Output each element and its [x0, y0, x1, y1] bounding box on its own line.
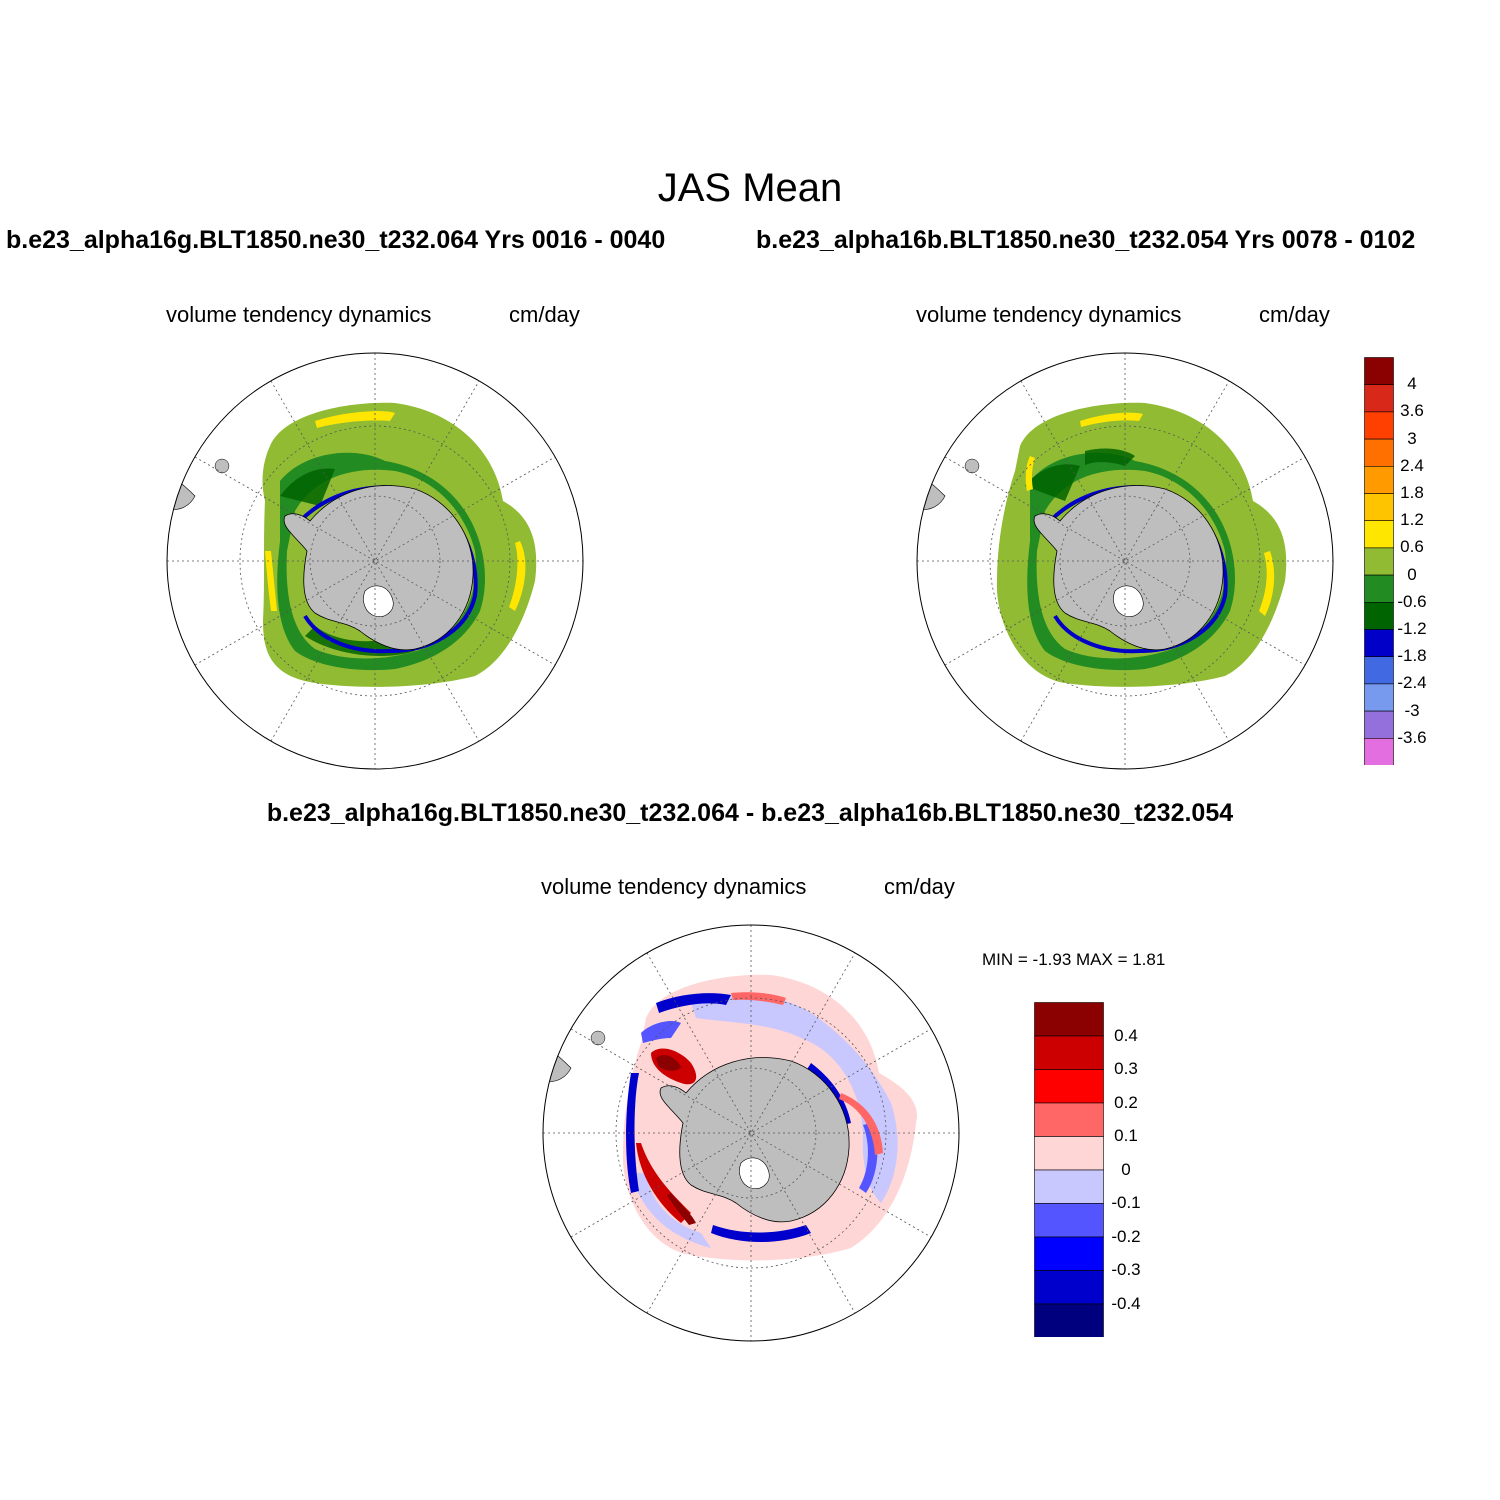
- diff-colorbar-swatch: [1034, 1002, 1104, 1037]
- right-map-border: [916, 352, 1334, 770]
- diff-colorbar-tick-label: 0.2: [1114, 1092, 1138, 1112]
- main-colorbar-swatch: [1364, 438, 1394, 467]
- diff-minmax-label: MIN = -1.93 MAX = 1.81: [982, 950, 1166, 969]
- diff-colorbar-tick-label: -0.4: [1111, 1293, 1141, 1313]
- main-colorbar-swatch: [1364, 737, 1394, 765]
- main-colorbar-tick-label: -1.2: [1397, 619, 1427, 638]
- diff-units-label: cm/day: [884, 874, 955, 899]
- main-colorbar-swatch: [1364, 384, 1394, 413]
- right-positive-band-1: [1080, 412, 1143, 427]
- main-colorbar-swatch: [1364, 411, 1394, 440]
- left-gridlines: [167, 353, 583, 769]
- diff-colorbar-tick-label: 0.4: [1114, 1025, 1138, 1045]
- main-colorbar-tick-label: 3: [1407, 428, 1417, 448]
- main-colorbar-swatch: [1364, 656, 1394, 685]
- right-gridlines: [917, 353, 1333, 769]
- diff-colorbar-tick-label: -0.1: [1111, 1193, 1141, 1212]
- diff-map-border: [542, 924, 960, 1342]
- main-colorbar-tick-label: -3.6: [1397, 727, 1427, 747]
- main-colorbar: [1364, 357, 1394, 765]
- diff-colorbar-swatch: [1034, 1169, 1104, 1204]
- left-units-label: cm/day: [509, 302, 580, 327]
- diff-variable-label: volume tendency dynamics: [541, 874, 807, 899]
- diff-gridlines: [543, 925, 959, 1341]
- main-colorbar-swatch: [1364, 466, 1394, 494]
- left-ross-ice-shelf: [363, 585, 394, 617]
- diff-ross-ice-shelf: [739, 1157, 770, 1189]
- left-polar-map: [166, 352, 584, 770]
- diff-colorbar-tick-label: 0.1: [1114, 1126, 1138, 1145]
- diff-colorbar-tick-label: 0: [1121, 1159, 1131, 1179]
- main-colorbar-tick-label: 1.2: [1400, 510, 1424, 530]
- diff-colorbar-swatch: [1034, 1270, 1104, 1305]
- diff-field-red-1: [636, 1048, 732, 1223]
- right-ross-ice-shelf: [1113, 585, 1144, 617]
- left-positive-band-1: [315, 411, 395, 428]
- diff-colorbar-swatch: [1034, 1069, 1104, 1104]
- right-positive-band-2: [1259, 551, 1275, 616]
- difference-title: b.e23_alpha16g.BLT1850.ne30_t232.064 - b…: [266, 799, 1234, 827]
- right-island: [964, 458, 980, 474]
- diff-island: [590, 1030, 606, 1046]
- left-island: [214, 458, 230, 474]
- main-colorbar-tick-label: 1.8: [1400, 483, 1424, 502]
- main-colorbar-swatch: [1364, 547, 1394, 576]
- main-colorbar-tick-label: -1.8: [1397, 646, 1427, 666]
- main-colorbar-swatch: [1364, 629, 1394, 658]
- main-colorbar-tick-label: -0.6: [1397, 591, 1427, 611]
- figure-title: JAS Mean: [657, 166, 843, 210]
- main-colorbar-swatch: [1364, 683, 1394, 712]
- main-colorbar-tick-label: 0: [1407, 564, 1417, 584]
- diff-colorbar-swatch: [1034, 1303, 1104, 1337]
- right-negative-zone-dark: [1025, 448, 1135, 501]
- diff-colorbar: [1034, 1002, 1104, 1337]
- diff-colorbar-tick-label: -0.2: [1111, 1226, 1141, 1246]
- diff-colorbar-swatch: [1034, 1236, 1104, 1271]
- main-colorbar-swatch: [1364, 493, 1394, 522]
- left-map-border: [166, 352, 584, 770]
- diff-colorbar-swatch: [1034, 1035, 1104, 1070]
- left-case-title: b.e23_alpha16g.BLT1850.ne30_t232.064 Yrs…: [6, 226, 666, 254]
- right-south-america: [917, 470, 946, 510]
- diff-colorbar-swatch: [1034, 1136, 1104, 1171]
- diff-colorbar-swatch: [1034, 1102, 1104, 1137]
- right-positive-band-3: [1025, 456, 1035, 491]
- difference-polar-map: [542, 924, 960, 1342]
- left-positive-band-3: [265, 551, 277, 611]
- main-colorbar-tick-label: 0.6: [1400, 537, 1424, 557]
- main-colorbar-tick-label: 4: [1407, 374, 1417, 394]
- main-colorbar-tick-label: 2.4: [1400, 455, 1424, 475]
- main-colorbar-swatch: [1364, 710, 1394, 739]
- main-colorbar-tick-label: -3: [1404, 700, 1420, 720]
- left-south-america: [167, 470, 196, 510]
- main-colorbar-tick-label: 3.6: [1400, 401, 1424, 421]
- diff-colorbar-tick-label: -0.3: [1111, 1260, 1141, 1279]
- right-case-title: b.e23_alpha16b.BLT1850.ne30_t232.054 Yrs…: [756, 226, 1416, 254]
- left-positive-band-2: [509, 541, 526, 611]
- main-colorbar-swatch: [1364, 574, 1394, 603]
- left-variable-label: volume tendency dynamics: [166, 302, 432, 327]
- right-units-label: cm/day: [1259, 302, 1330, 327]
- diff-colorbar-tick-label: 0.3: [1114, 1059, 1138, 1078]
- main-colorbar-tick-label: -2.4: [1397, 673, 1427, 693]
- diff-field-blue-2: [641, 1021, 878, 1193]
- diff-colorbar-swatch: [1034, 1203, 1104, 1238]
- right-polar-map: [916, 352, 1334, 770]
- diff-south-america: [543, 1042, 572, 1082]
- main-colorbar-swatch: [1364, 520, 1394, 549]
- right-variable-label: volume tendency dynamics: [916, 302, 1182, 327]
